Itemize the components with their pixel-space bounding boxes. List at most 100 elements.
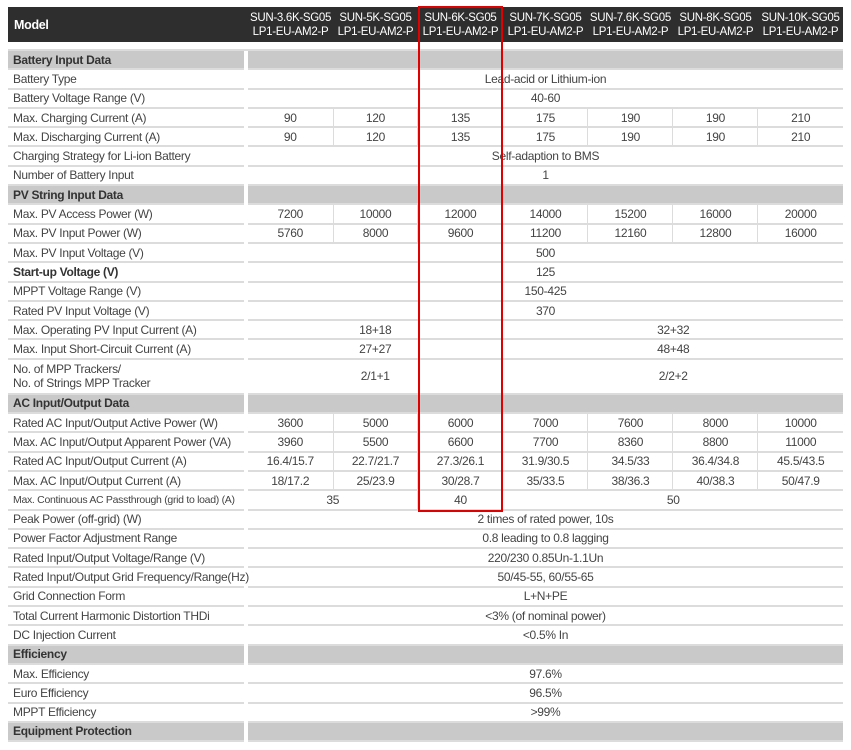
spec-value: 18+18 bbox=[248, 320, 503, 341]
spec-value: 30/28.7 bbox=[417, 470, 503, 492]
spec-label: Max. Continuous AC Passthrough (grid to … bbox=[8, 490, 244, 511]
spec-value: 0.8 leading to 0.8 lagging bbox=[248, 528, 843, 550]
spec-label: MPPT Voltage Range (V) bbox=[8, 281, 244, 302]
section-header-row: Equipment Protection bbox=[8, 721, 843, 743]
spec-value: 1 bbox=[248, 165, 843, 187]
model-variant: LP1-EU-AM2-P bbox=[677, 25, 754, 38]
spec-label-text: Max. AC Input/Output Current (A) bbox=[13, 473, 181, 488]
spec-label-text: Rated PV Input Voltage (V) bbox=[13, 303, 150, 318]
model-variant: LP1-EU-AM2-P bbox=[337, 25, 414, 38]
spec-row: Max. Input Short-Circuit Current (A) 27+2… bbox=[8, 339, 843, 360]
model-variant: LP1-EU-AM2-P bbox=[507, 25, 584, 38]
spec-value: 27.3/26.1 bbox=[417, 451, 503, 472]
spec-value: 8360 bbox=[587, 432, 673, 453]
spec-value: 50/47.9 bbox=[757, 470, 843, 492]
spec-label-text: Battery Type bbox=[13, 71, 77, 86]
spec-value: 40/38.3 bbox=[672, 470, 758, 492]
gap bbox=[244, 586, 249, 608]
spec-value: 190 bbox=[672, 107, 758, 129]
spec-row: Peak Power (off-grid) (W) 2 times of rate… bbox=[8, 509, 843, 530]
spec-value: 90 bbox=[248, 127, 333, 148]
spec-row: Max. Operating PV Input Current (A) 18+18… bbox=[8, 320, 843, 341]
spec-value: 120 bbox=[332, 107, 418, 129]
spec-row: MPPT Efficiency >99% bbox=[8, 702, 843, 723]
spec-value: 3600 bbox=[248, 413, 333, 434]
spec-label: Charging Strategy for Li-ion Battery bbox=[8, 146, 244, 167]
gap bbox=[244, 721, 249, 743]
spec-label-text: Euro Efficiency bbox=[13, 685, 89, 700]
gap bbox=[244, 300, 249, 322]
gap bbox=[244, 185, 249, 206]
spec-value: 210 bbox=[757, 107, 843, 129]
gap bbox=[244, 683, 249, 704]
spec-value: 2/1+1 bbox=[248, 358, 503, 395]
spec-label: Max. PV Input Voltage (V) bbox=[8, 242, 244, 264]
model-name: SUN-7.6K-SG05 bbox=[589, 11, 671, 24]
spec-row: Max. PV Input Voltage (V) 500 bbox=[8, 242, 843, 264]
spec-label-text: Peak Power (off-grid) (W) bbox=[13, 512, 142, 527]
spec-label-text: Max. PV Input Power (W) bbox=[13, 226, 142, 241]
spec-row: No. of MPP Trackers/No. of Strings MPP T… bbox=[8, 358, 843, 395]
spec-value: 8800 bbox=[672, 432, 758, 453]
spec-value: <0.5% In bbox=[248, 625, 843, 646]
spec-value: 50/45-55, 60/55-65 bbox=[248, 567, 843, 588]
spec-value: Lead-acid or Lithium-ion bbox=[248, 69, 843, 90]
spec-value: 5760 bbox=[248, 223, 333, 244]
spec-label: MPPT Efficiency bbox=[8, 702, 244, 723]
spec-row: Rated AC Input/Output Active Power (W) 36… bbox=[8, 413, 843, 434]
spec-label-text: No. of MPP Trackers/ bbox=[13, 362, 121, 377]
gap bbox=[244, 146, 249, 167]
spec-value: 10000 bbox=[757, 413, 843, 434]
spec-value: 8000 bbox=[672, 413, 758, 434]
gap bbox=[244, 413, 249, 434]
spec-label: Rated AC Input/Output Current (A) bbox=[8, 451, 244, 472]
spec-table-body: Battery Input Data Battery Type Lead-acid … bbox=[8, 42, 843, 743]
gap bbox=[244, 320, 249, 341]
spec-value: 135 bbox=[417, 107, 503, 129]
spec-row: Start-up Voltage (V) 125 bbox=[8, 262, 843, 283]
spec-value: 370 bbox=[248, 300, 843, 322]
spec-value: 38/36.3 bbox=[587, 470, 673, 492]
spec-value: 34.5/33 bbox=[587, 451, 673, 472]
spec-label: Max. Operating PV Input Current (A) bbox=[8, 320, 244, 341]
spec-row: Battery Type Lead-acid or Lithium-ion bbox=[8, 69, 843, 90]
spec-label-text: Power Factor Adjustment Range bbox=[13, 531, 178, 546]
spec-value: 35 bbox=[248, 490, 418, 511]
spec-label-text: Max. Input Short-Circuit Current (A) bbox=[13, 342, 191, 357]
spec-label-text: Max. Discharging Current (A) bbox=[13, 129, 160, 144]
spec-row: Battery Voltage Range (V) 40-60 bbox=[8, 88, 843, 109]
spec-label-text: Start-up Voltage (V) bbox=[13, 264, 119, 279]
spec-value: 220/230 0.85Un-1.1Un bbox=[248, 548, 843, 569]
spec-label-text: Grid Connection Form bbox=[13, 589, 126, 604]
spec-label: Power Factor Adjustment Range bbox=[8, 528, 244, 550]
gap bbox=[244, 393, 249, 415]
gap bbox=[244, 509, 249, 530]
spec-row: Grid Connection Form L+N+PE bbox=[8, 586, 843, 608]
spec-label-text: Number of Battery Input bbox=[13, 168, 134, 183]
section-fill bbox=[248, 393, 843, 415]
spec-label: Battery Voltage Range (V) bbox=[8, 88, 244, 109]
spec-value: 11000 bbox=[757, 432, 843, 453]
section-header-row: Efficiency bbox=[8, 644, 843, 665]
model-column-header: SUN-5K-SG05 LP1-EU-AM2-P bbox=[333, 7, 418, 42]
gap bbox=[244, 281, 249, 302]
gap bbox=[244, 127, 249, 148]
spec-label-text: Rated Input/Output Grid Frequency/Range(… bbox=[13, 570, 249, 585]
spec-label: Start-up Voltage (V) bbox=[8, 262, 244, 283]
spec-value: 7600 bbox=[587, 413, 673, 434]
model-variant: LP1-EU-AM2-P bbox=[762, 25, 839, 38]
model-column-header: SUN-8K-SG05 LP1-EU-AM2-P bbox=[672, 7, 758, 42]
spec-label: Max. Input Short-Circuit Current (A) bbox=[8, 339, 244, 360]
spec-value: 7700 bbox=[502, 432, 588, 453]
spec-label: Max. Discharging Current (A) bbox=[8, 127, 244, 148]
model-name: SUN-6K-SG05 bbox=[424, 11, 497, 24]
spec-value: 175 bbox=[502, 127, 588, 148]
spec-table: Model SUN-3.6K-SG05 LP1-EU-AM2-P SUN-5K-SG… bbox=[8, 7, 843, 743]
spacer-row bbox=[8, 42, 843, 51]
model-name: SUN-10K-SG05 bbox=[761, 11, 840, 24]
gap bbox=[244, 107, 249, 129]
spec-row: DC Injection Current <0.5% In bbox=[8, 625, 843, 646]
spec-label-text: Max. Operating PV Input Current (A) bbox=[13, 322, 197, 337]
spec-row: Total Current Harmonic Distortion THDi <3… bbox=[8, 606, 843, 627]
spec-value: 18/17.2 bbox=[248, 470, 333, 492]
